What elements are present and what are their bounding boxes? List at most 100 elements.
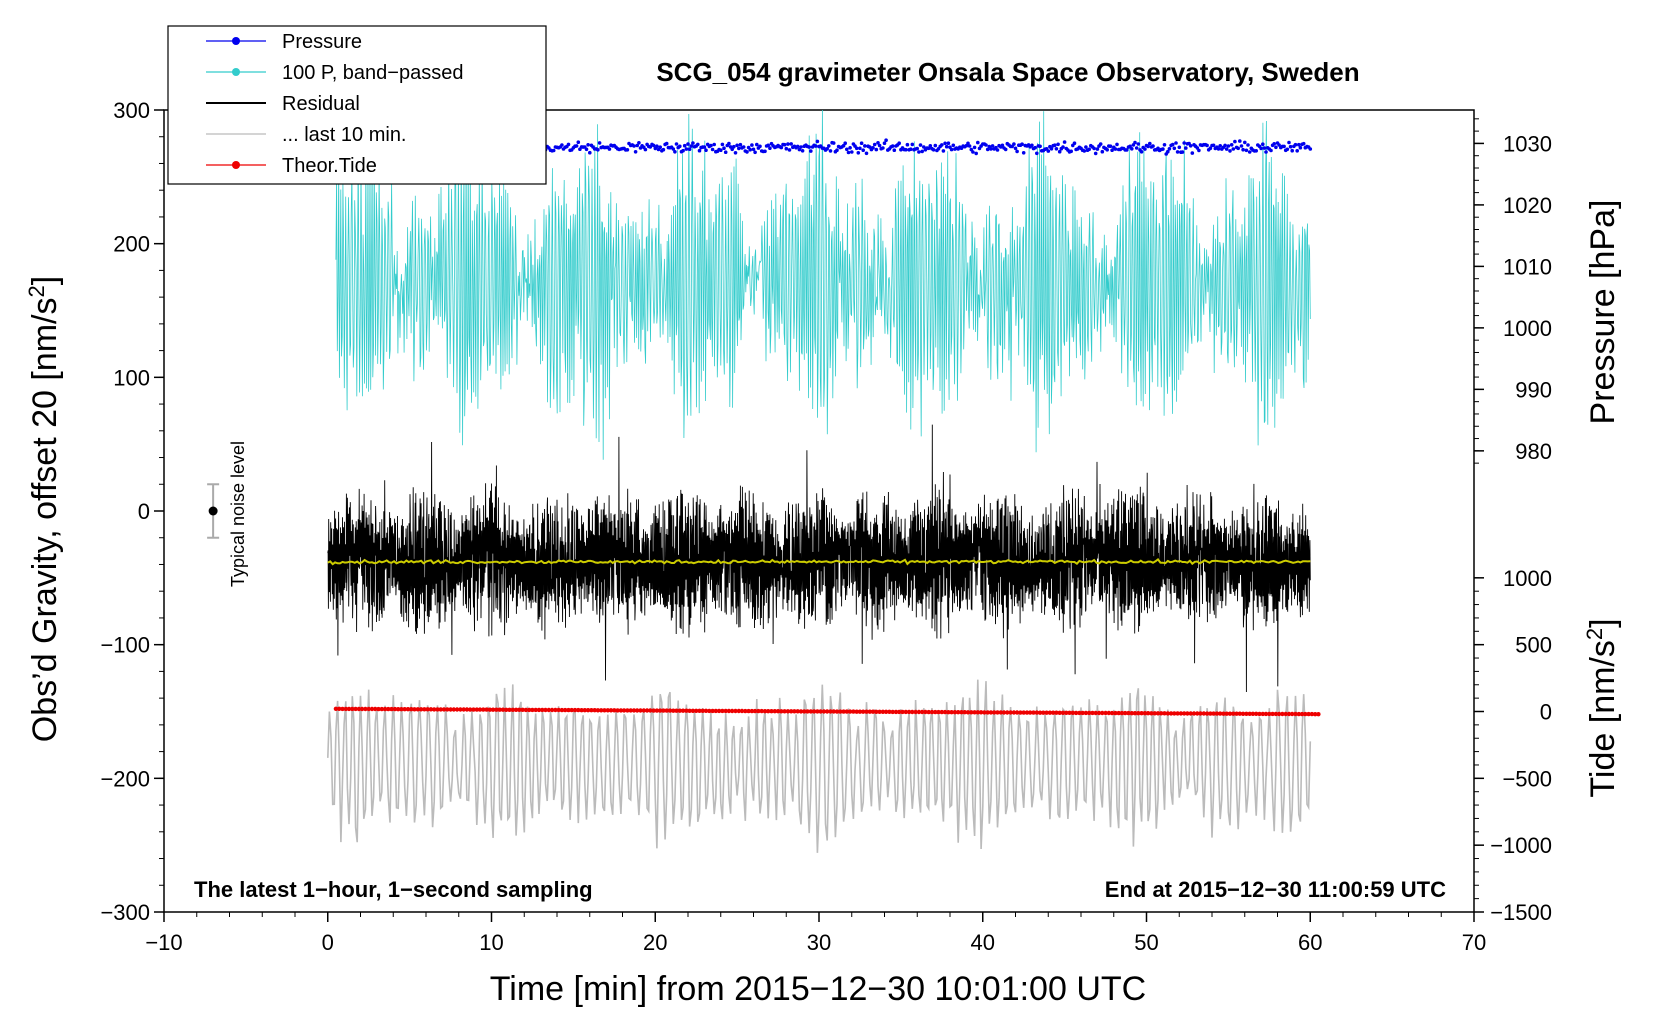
tide-tick-label: −1500	[1490, 900, 1552, 925]
tide-point	[579, 708, 584, 713]
tide-point	[1260, 711, 1266, 717]
tide-point	[1168, 711, 1174, 716]
x-tick-label: 0	[322, 930, 334, 955]
pressure-point	[727, 141, 731, 146]
tide-point	[1116, 710, 1121, 716]
tide-point	[425, 707, 430, 712]
tide-point	[405, 707, 411, 712]
tide-point	[690, 708, 696, 713]
pressure-point	[658, 145, 662, 149]
tide-point	[1119, 710, 1125, 716]
pressure-point	[737, 146, 741, 151]
pressure-point	[1288, 144, 1293, 149]
tide-point	[1024, 710, 1030, 715]
pressure-point	[1269, 148, 1273, 153]
tide-point	[399, 707, 404, 712]
tide-point	[667, 708, 673, 713]
pressure-point	[931, 148, 936, 152]
tide-point	[674, 708, 679, 713]
tide-point	[785, 709, 791, 714]
pressure-point	[797, 147, 802, 152]
pressure-point	[1167, 147, 1172, 151]
pressure-point	[681, 148, 685, 153]
pressure-point	[682, 143, 687, 148]
pressure-point	[910, 142, 915, 147]
tide-point	[920, 709, 925, 715]
tide-point	[494, 707, 499, 712]
tide-axis-title-sup: 2	[1582, 628, 1607, 640]
pressure-point	[1069, 149, 1073, 154]
pressure-tick-label: 1010	[1503, 254, 1552, 279]
tide-point	[1273, 711, 1279, 717]
tide-point	[831, 709, 836, 714]
pressure-point	[741, 145, 746, 149]
tide-point	[1155, 711, 1161, 716]
pressure-point	[1012, 142, 1016, 146]
pressure-point	[1092, 146, 1096, 151]
tide-point	[346, 706, 352, 712]
pressure-point	[1247, 150, 1252, 154]
pressure-point	[989, 147, 993, 151]
legend-label: Pressure	[282, 31, 362, 53]
y-tick-label: 0	[138, 499, 150, 524]
tide-point	[1057, 710, 1062, 715]
pressure-point	[1244, 148, 1249, 153]
pressure-point	[1136, 142, 1141, 146]
pressure-point	[815, 139, 820, 144]
pressure-point	[846, 150, 851, 155]
pressure-point	[1072, 141, 1077, 145]
tide-point	[910, 709, 915, 715]
pressure-point	[735, 143, 739, 148]
tide-point	[779, 709, 784, 714]
pressure-point	[576, 140, 581, 144]
tide-point	[536, 707, 542, 713]
tide-point	[802, 709, 807, 714]
pressure-point	[1182, 141, 1186, 145]
pressure-point	[1125, 148, 1129, 152]
pressure-point	[971, 150, 975, 154]
tide-point	[1021, 710, 1026, 715]
tide-point	[942, 709, 948, 715]
pressure-point	[1172, 146, 1177, 151]
pressure-point	[1262, 146, 1267, 150]
pressure-point	[863, 144, 867, 148]
y-axis-pressure: 980 990 1000 1010 1020 1030	[1474, 118, 1552, 464]
tide-point	[1237, 711, 1243, 716]
tide-point	[1234, 711, 1239, 716]
pressure-point	[1161, 147, 1165, 151]
legend-label: 100 P, band−passed	[282, 62, 463, 84]
pressure-point	[1134, 146, 1139, 150]
pressure-point	[871, 146, 875, 150]
pressure-point	[1208, 146, 1213, 150]
pressure-point	[1133, 140, 1137, 145]
pressure-point	[607, 147, 612, 151]
pressure-point	[1113, 147, 1118, 151]
pressure-point	[831, 141, 836, 145]
tide-point	[477, 707, 483, 712]
tide-point	[1208, 711, 1213, 716]
pressure-point	[588, 150, 592, 155]
tide-point	[559, 707, 565, 713]
tide-point	[1073, 710, 1079, 716]
tide-point	[1096, 710, 1102, 716]
tide-point	[458, 707, 463, 712]
x-tick-label: 10	[479, 930, 503, 955]
pressure-point	[809, 149, 813, 153]
pressure-point	[1139, 150, 1144, 154]
pressure-point	[1095, 147, 1100, 151]
pressure-point	[560, 143, 564, 147]
tide-point	[481, 707, 486, 712]
tide-point	[1247, 711, 1252, 716]
tide-point	[1041, 710, 1046, 715]
tide-point	[766, 709, 771, 714]
pressure-point	[1115, 142, 1119, 147]
tide-point	[507, 707, 512, 712]
tide-point	[386, 706, 391, 712]
tide-point	[1211, 711, 1216, 716]
tide-point	[1129, 711, 1135, 716]
tide-point	[726, 708, 732, 714]
tide-point	[1149, 711, 1154, 716]
tide-point	[445, 707, 450, 712]
tide-point	[1139, 711, 1144, 716]
